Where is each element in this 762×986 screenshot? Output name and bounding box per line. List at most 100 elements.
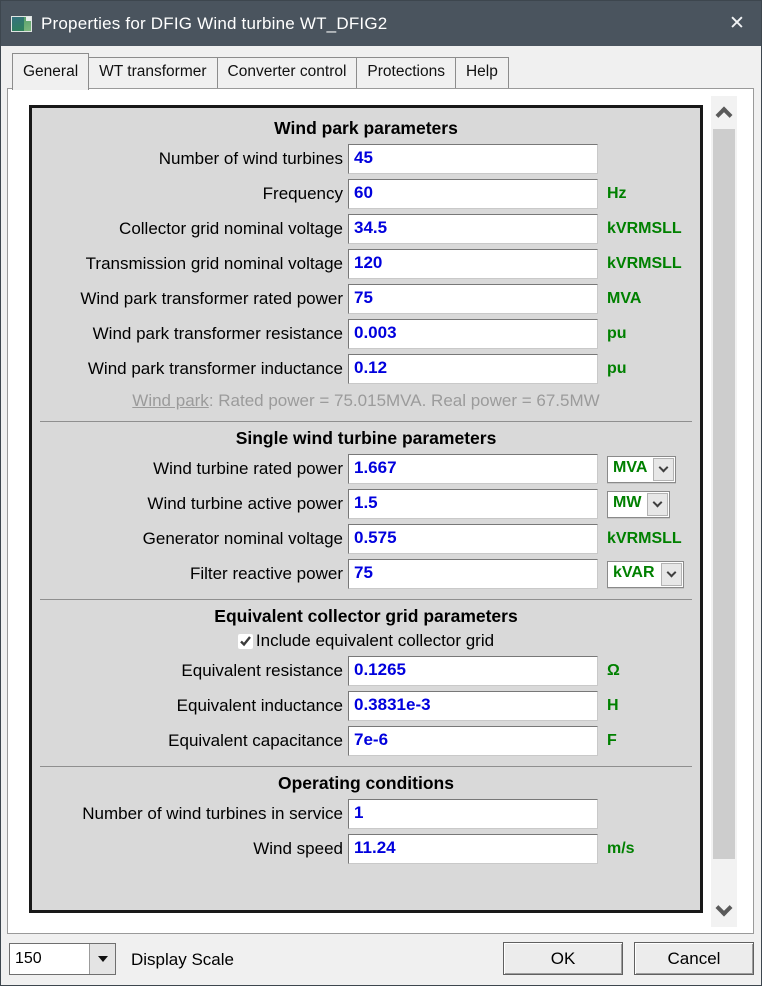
- section-divider: [40, 766, 692, 767]
- active-power-unit-select[interactable]: MW: [607, 490, 671, 518]
- app-window-icon: [11, 15, 32, 32]
- row-turbine-rated-power: Wind turbine rated power MVA: [40, 454, 692, 484]
- filter-reactive-power-input[interactable]: [348, 559, 598, 589]
- tab-protections[interactable]: Protections: [356, 57, 456, 88]
- chevron-down-icon[interactable]: [653, 457, 675, 481]
- unit-label: F: [607, 732, 617, 749]
- generator-nominal-voltage-input[interactable]: [348, 524, 598, 554]
- tab-general[interactable]: General: [12, 53, 90, 90]
- scroll-up-icon[interactable]: [711, 96, 737, 128]
- include-collector-grid-row: Include equivalent collector grid: [40, 631, 692, 651]
- footer-bar: 150 Display Scale OK Cancel: [1, 935, 761, 985]
- field-label: Wind park transformer rated power: [80, 289, 343, 308]
- cancel-button[interactable]: Cancel: [634, 942, 754, 975]
- field-label: Wind speed: [253, 839, 343, 858]
- reactive-power-unit-select[interactable]: kVAR: [607, 560, 684, 588]
- window-title: Properties for DFIG Wind turbine WT_DFIG…: [41, 13, 388, 33]
- row-filter-reactive-power: Filter reactive power kVAR: [40, 559, 692, 589]
- unit-label: Hz: [607, 185, 627, 202]
- section-divider: [40, 421, 692, 422]
- unit-label: kVRMSLL: [607, 255, 682, 272]
- field-label: Number of wind turbines in service: [82, 804, 343, 823]
- equivalent-capacitance-input[interactable]: [348, 726, 598, 756]
- row-transformer-rated-power: Wind park transformer rated power MVA: [40, 284, 692, 314]
- field-label: Generator nominal voltage: [142, 529, 343, 548]
- section-heading-equivalent-grid: Equivalent collector grid parameters: [214, 606, 518, 626]
- unit-select-value: MW: [613, 494, 642, 511]
- unit-label: H: [607, 697, 619, 714]
- turbine-active-power-input[interactable]: [348, 489, 598, 519]
- turbine-rated-power-input[interactable]: [348, 454, 598, 484]
- row-equivalent-resistance: Equivalent resistance Ω: [40, 656, 692, 686]
- unit-select-value: kVAR: [613, 564, 655, 581]
- row-turbines-in-service: Number of wind turbines in service: [40, 799, 692, 829]
- field-label: Equivalent capacitance: [168, 731, 343, 750]
- unit-label: kVRMSLL: [607, 220, 682, 237]
- row-transformer-resistance: Wind park transformer resistance pu: [40, 319, 692, 349]
- wind-park-summary-text: : Rated power = 75.015MVA. Real power = …: [208, 391, 600, 410]
- include-collector-grid-checkbox[interactable]: [237, 633, 253, 649]
- collector-grid-voltage-input[interactable]: [348, 214, 598, 244]
- chevron-down-icon[interactable]: [647, 492, 669, 516]
- wind-speed-input[interactable]: [348, 834, 598, 864]
- rated-power-unit-select[interactable]: MVA: [607, 455, 677, 483]
- unit-label: kVRMSLL: [607, 530, 682, 547]
- field-label: Number of wind turbines: [158, 149, 343, 168]
- field-label: Wind turbine rated power: [153, 459, 343, 478]
- close-icon[interactable]: ✕: [729, 13, 745, 34]
- row-equivalent-inductance: Equivalent inductance H: [40, 691, 692, 721]
- unit-label: pu: [607, 325, 627, 342]
- equivalent-inductance-input[interactable]: [348, 691, 598, 721]
- section-heading-operating-conditions: Operating conditions: [278, 773, 454, 793]
- turbines-in-service-input[interactable]: [348, 799, 598, 829]
- field-label: Wind park transformer inductance: [87, 359, 343, 378]
- row-transformer-inductance: Wind park transformer inductance pu: [40, 354, 692, 384]
- field-label: Collector grid nominal voltage: [119, 219, 343, 238]
- scrollbar-thumb[interactable]: [713, 129, 735, 859]
- tab-converter-control[interactable]: Converter control: [216, 57, 358, 88]
- row-wind-speed: Wind speed m/s: [40, 834, 692, 864]
- unit-label: m/s: [607, 840, 635, 857]
- section-divider: [40, 599, 692, 600]
- unit-select-value: MVA: [613, 459, 648, 476]
- display-scale-combobox[interactable]: 150: [9, 943, 116, 975]
- checkbox-label: Include equivalent collector grid: [255, 631, 495, 650]
- field-label: Equivalent resistance: [181, 661, 343, 680]
- row-collector-grid-voltage: Collector grid nominal voltage kVRMSLL: [40, 214, 692, 244]
- transformer-rated-power-input[interactable]: [348, 284, 598, 314]
- wind-park-summary: Wind park: Rated power = 75.015MVA. Real…: [40, 391, 692, 411]
- scroll-down-icon[interactable]: [711, 895, 737, 927]
- unit-label: MVA: [607, 290, 642, 307]
- equivalent-resistance-input[interactable]: [348, 656, 598, 686]
- parameters-panel: Wind park parameters Number of wind turb…: [29, 105, 703, 913]
- chevron-down-icon[interactable]: [660, 562, 682, 586]
- tab-help[interactable]: Help: [454, 57, 509, 88]
- wind-park-summary-link: Wind park: [132, 391, 209, 410]
- ok-button[interactable]: OK: [503, 942, 623, 975]
- row-transmission-grid-voltage: Transmission grid nominal voltage kVRMSL…: [40, 249, 692, 279]
- row-turbine-active-power: Wind turbine active power MW: [40, 489, 692, 519]
- unit-label: Ω: [607, 662, 620, 679]
- transformer-resistance-input[interactable]: [348, 319, 598, 349]
- content-frame: Wind park parameters Number of wind turb…: [7, 88, 754, 934]
- vertical-scrollbar[interactable]: [711, 96, 737, 927]
- field-label: Wind turbine active power: [147, 494, 343, 513]
- field-label: Filter reactive power: [189, 564, 343, 583]
- unit-label: pu: [607, 360, 627, 377]
- field-label: Frequency: [262, 184, 343, 203]
- display-scale-value: 150: [15, 950, 42, 967]
- transformer-inductance-input[interactable]: [348, 354, 598, 384]
- row-generator-nominal-voltage: Generator nominal voltage kVRMSLL: [40, 524, 692, 554]
- row-equivalent-capacitance: Equivalent capacitance F: [40, 726, 692, 756]
- combobox-dropdown-icon[interactable]: [89, 944, 115, 974]
- field-label: Transmission grid nominal voltage: [85, 254, 343, 273]
- frequency-input[interactable]: [348, 179, 598, 209]
- transmission-grid-voltage-input[interactable]: [348, 249, 598, 279]
- tab-wt-transformer[interactable]: WT transformer: [88, 57, 218, 88]
- row-number-of-wind-turbines: Number of wind turbines: [40, 144, 692, 174]
- field-label: Equivalent inductance: [176, 696, 343, 715]
- section-heading-single-turbine: Single wind turbine parameters: [235, 428, 497, 448]
- tab-bar: General WT transformer Converter control…: [1, 46, 761, 90]
- number-of-wind-turbines-input[interactable]: [348, 144, 598, 174]
